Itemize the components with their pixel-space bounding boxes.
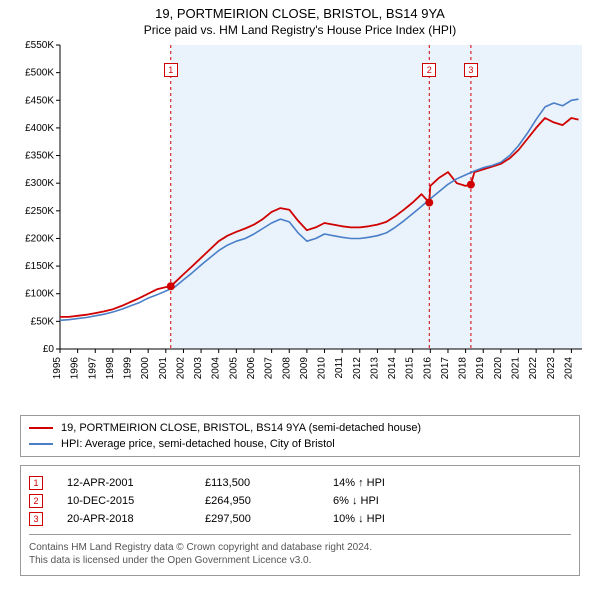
legend-box: 19, PORTMEIRION CLOSE, BRISTOL, BS14 9YA… — [20, 415, 580, 457]
sale-row: 3 20-APR-2018 £297,500 10% ↓ HPI — [29, 512, 571, 526]
svg-text:1995: 1995 — [52, 357, 63, 380]
svg-text:2002: 2002 — [175, 357, 186, 380]
svg-text:2000: 2000 — [140, 357, 151, 380]
svg-text:2009: 2009 — [299, 357, 310, 380]
svg-text:£150K: £150K — [25, 261, 54, 272]
svg-text:2018: 2018 — [458, 357, 469, 380]
chart-sale-marker: 2 — [422, 63, 436, 77]
legend-swatch — [29, 427, 53, 429]
svg-text:2010: 2010 — [317, 357, 328, 380]
sale-date: 20-APR-2018 — [67, 513, 197, 525]
svg-text:2008: 2008 — [281, 357, 292, 380]
svg-text:1999: 1999 — [123, 357, 134, 380]
svg-text:£300K: £300K — [25, 178, 54, 189]
legend-swatch — [29, 443, 53, 445]
chart-sale-marker: 3 — [464, 63, 478, 77]
chart-sale-marker: 1 — [164, 63, 178, 77]
sale-marker: 1 — [29, 476, 43, 490]
sale-price: £297,500 — [205, 513, 325, 525]
license-block: Contains HM Land Registry data © Crown c… — [29, 534, 571, 567]
svg-text:£100K: £100K — [25, 289, 54, 300]
chart-title-line1: 19, PORTMEIRION CLOSE, BRISTOL, BS14 9YA — [0, 6, 600, 21]
svg-text:2001: 2001 — [158, 357, 169, 380]
chart-container: £0 £50K £100K £150K £200K £250K £300K £350K £400… — [10, 39, 590, 409]
svg-text:2019: 2019 — [475, 357, 486, 380]
svg-text:2014: 2014 — [387, 357, 398, 380]
sale-delta: 6% ↓ HPI — [333, 495, 453, 507]
svg-text:2007: 2007 — [264, 357, 275, 380]
legend-row: 19, PORTMEIRION CLOSE, BRISTOL, BS14 9YA… — [29, 420, 571, 436]
sale-date: 12-APR-2001 — [67, 477, 197, 489]
sale-row: 1 12-APR-2001 £113,500 14% ↑ HPI — [29, 476, 571, 490]
svg-text:2011: 2011 — [334, 357, 345, 379]
svg-text:£500K: £500K — [25, 68, 54, 79]
svg-text:1997: 1997 — [87, 357, 98, 380]
sale-date: 10-DEC-2015 — [67, 495, 197, 507]
sale-marker: 3 — [29, 512, 43, 526]
svg-text:£550K: £550K — [25, 40, 54, 51]
svg-text:£0: £0 — [43, 344, 55, 355]
legend-label: HPI: Average price, semi-detached house,… — [61, 436, 335, 452]
svg-text:2024: 2024 — [563, 357, 574, 380]
price-chart: £0 £50K £100K £150K £200K £250K £300K £350K £400… — [10, 39, 590, 409]
svg-text:2006: 2006 — [246, 357, 257, 380]
svg-text:2012: 2012 — [352, 357, 363, 380]
svg-text:2020: 2020 — [493, 357, 504, 380]
sale-price: £264,950 — [205, 495, 325, 507]
svg-text:£400K: £400K — [25, 123, 54, 134]
svg-text:£350K: £350K — [25, 151, 54, 162]
svg-text:2013: 2013 — [369, 357, 380, 380]
svg-text:£50K: £50K — [31, 316, 55, 327]
license-line2: This data is licensed under the Open Gov… — [29, 554, 571, 567]
sale-delta: 14% ↑ HPI — [333, 477, 453, 489]
svg-text:£250K: £250K — [25, 206, 54, 217]
svg-text:£450K: £450K — [25, 95, 54, 106]
svg-text:2004: 2004 — [211, 357, 222, 380]
svg-text:2017: 2017 — [440, 357, 451, 380]
svg-text:1998: 1998 — [105, 357, 116, 380]
license-line1: Contains HM Land Registry data © Crown c… — [29, 541, 571, 554]
sale-row: 2 10-DEC-2015 £264,950 6% ↓ HPI — [29, 494, 571, 508]
svg-text:2021: 2021 — [511, 357, 522, 380]
svg-text:2015: 2015 — [405, 357, 416, 380]
svg-text:1996: 1996 — [70, 357, 81, 380]
sale-marker: 2 — [29, 494, 43, 508]
chart-title-block: 19, PORTMEIRION CLOSE, BRISTOL, BS14 9YA… — [0, 0, 600, 39]
svg-text:2005: 2005 — [228, 357, 239, 380]
sale-price: £113,500 — [205, 477, 325, 489]
svg-text:2016: 2016 — [422, 357, 433, 380]
svg-text:2023: 2023 — [546, 357, 557, 380]
sales-box: 1 12-APR-2001 £113,500 14% ↑ HPI 2 10-DEC-201… — [20, 465, 580, 576]
legend-row: HPI: Average price, semi-detached house,… — [29, 436, 571, 452]
svg-text:£200K: £200K — [25, 233, 54, 244]
chart-title-line2: Price paid vs. HM Land Registry's House … — [0, 23, 600, 37]
sale-delta: 10% ↓ HPI — [333, 513, 453, 525]
svg-text:2022: 2022 — [528, 357, 539, 380]
legend-label: 19, PORTMEIRION CLOSE, BRISTOL, BS14 9YA… — [61, 420, 421, 436]
svg-text:2003: 2003 — [193, 357, 204, 380]
